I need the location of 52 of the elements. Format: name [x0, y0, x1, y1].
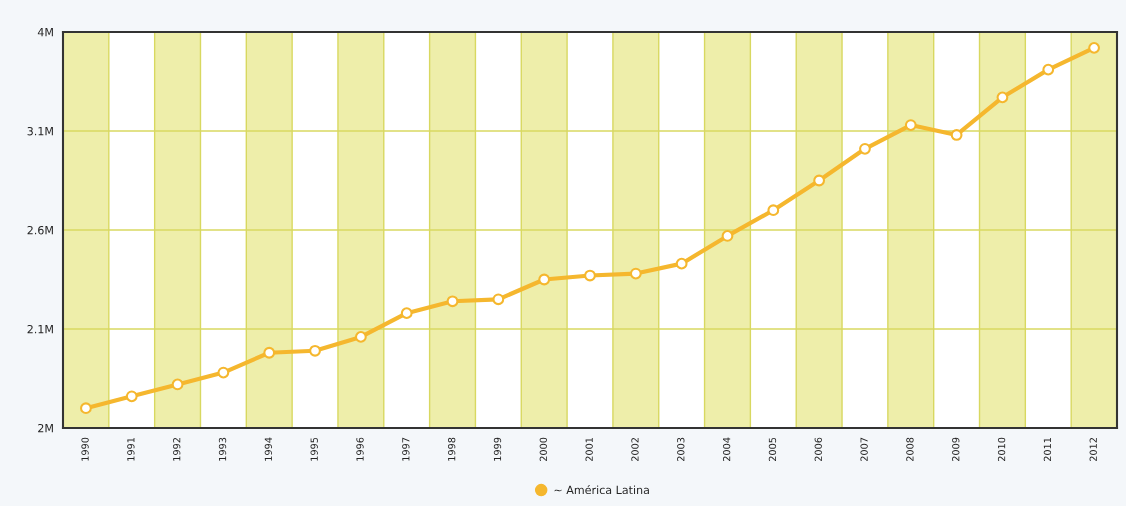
point [492, 293, 505, 306]
y-tick-label: 3.1M [27, 126, 53, 136]
x-tick-label: 2004 [722, 437, 731, 462]
point [80, 402, 92, 415]
x-tick-label: 1997 [402, 437, 410, 461]
x-tick-label: 2010 [997, 437, 1006, 462]
point [354, 331, 367, 343]
x-tick-label: 2011 [1043, 437, 1052, 462]
x-tick-label: 2012 [1089, 438, 1097, 462]
x-tick-label: 2006 [814, 437, 822, 462]
point [400, 307, 413, 320]
y-tick-label: 2M [38, 423, 53, 433]
point [675, 257, 688, 270]
x-tick-label: 2005 [768, 437, 777, 462]
x-tick-label: 2002 [631, 438, 639, 462]
point [309, 344, 321, 357]
x-tick-label: 2008 [906, 437, 914, 462]
point [538, 273, 551, 286]
y-tick-label: 2.6M [27, 225, 53, 235]
point [125, 390, 138, 403]
point [584, 269, 596, 282]
y-tick-label: 4M [37, 28, 53, 37]
x-tick-label: 1998 [447, 437, 456, 461]
point [1088, 41, 1100, 54]
x-tick-label: 2003 [677, 437, 685, 462]
x-tick-label: 1996 [356, 437, 364, 461]
y-tick-label: 2.1M [27, 324, 53, 334]
point [629, 267, 642, 280]
x-tick-label: 2007 [860, 437, 868, 462]
point [767, 204, 780, 217]
point [446, 295, 459, 308]
point [950, 129, 963, 141]
x-tick-label: 1999 [493, 437, 502, 461]
legend-label: ~ América Latina [554, 485, 649, 495]
x-tick-label: 1994 [264, 437, 273, 461]
point [217, 366, 230, 379]
point [1042, 63, 1055, 76]
point [904, 119, 917, 131]
x-tick-label: 1995 [310, 437, 318, 461]
x-tick-label: 2000 [539, 437, 547, 462]
point [813, 174, 826, 187]
point [859, 142, 871, 155]
point [263, 346, 276, 359]
x-tick-label: 1991 [127, 437, 135, 461]
x-tick-label: 1992 [173, 438, 181, 461]
x-tick-label: 2009 [952, 437, 960, 462]
point [721, 230, 734, 242]
x-tick-label: 1993 [218, 437, 227, 461]
x-tick-label: 2001 [585, 437, 593, 462]
point [171, 378, 184, 391]
x-tick-label: 1990 [81, 437, 89, 461]
point [996, 91, 1009, 104]
